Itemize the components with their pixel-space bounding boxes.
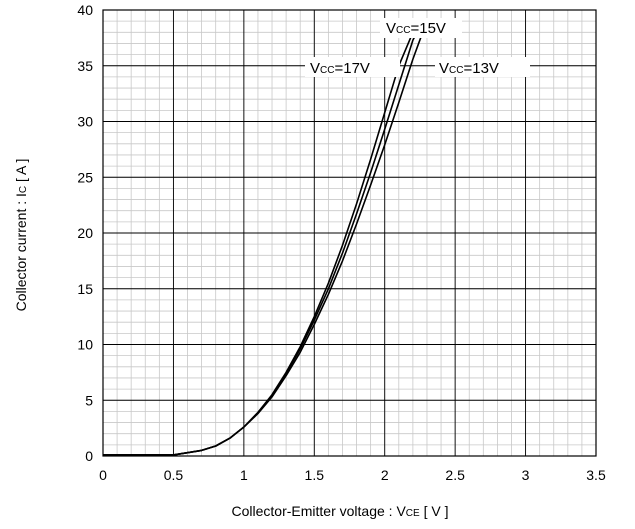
x-tick-label: 2 xyxy=(381,467,389,483)
y-axis-label: Collector current : IC [ A ] xyxy=(13,159,29,312)
y-tick-label: 20 xyxy=(77,225,93,241)
x-tick-label: 2.5 xyxy=(445,467,465,483)
curves xyxy=(103,31,424,456)
label-vcc-15: VCC=15V xyxy=(380,18,462,38)
label-vcc-17: VCC=17V xyxy=(305,57,400,77)
y-tick-label: 35 xyxy=(77,58,93,74)
x-tick-label: 1 xyxy=(240,467,248,483)
plot-frame xyxy=(102,9,597,457)
label-vcc-13: VCC=13V xyxy=(435,57,530,77)
x-tick-label: 0.5 xyxy=(164,467,184,483)
svg-text:VCC=15V: VCC=15V xyxy=(386,20,446,37)
svg-text:VCC=13V: VCC=13V xyxy=(439,60,499,77)
y-tick-label: 5 xyxy=(85,392,93,408)
y-tick-label: 10 xyxy=(77,337,93,353)
y-tick-label: 15 xyxy=(77,281,93,297)
x-tick-label: 3.5 xyxy=(586,467,606,483)
x-tick-label: 0 xyxy=(99,467,107,483)
x-tick-label: 1.5 xyxy=(305,467,325,483)
y-tick-label: 25 xyxy=(77,169,93,185)
svg-text:VCC=17V: VCC=17V xyxy=(310,60,370,77)
y-tick-label: 40 xyxy=(77,2,93,18)
series-line-2 xyxy=(103,32,424,456)
series-line-1 xyxy=(103,31,418,456)
x-tick-labels: 0 0.5 1 1.5 2 2.5 3 3.5 xyxy=(99,467,606,483)
x-tick-label: 3 xyxy=(522,467,530,483)
grid xyxy=(102,9,597,457)
y-tick-label: 0 xyxy=(85,448,93,464)
y-tick-label: 30 xyxy=(77,114,93,130)
y-tick-labels: 0 5 10 15 20 25 30 35 40 xyxy=(77,2,93,464)
x-axis-label: Collector-Emitter voltage : VCE [ V ] xyxy=(232,503,449,519)
